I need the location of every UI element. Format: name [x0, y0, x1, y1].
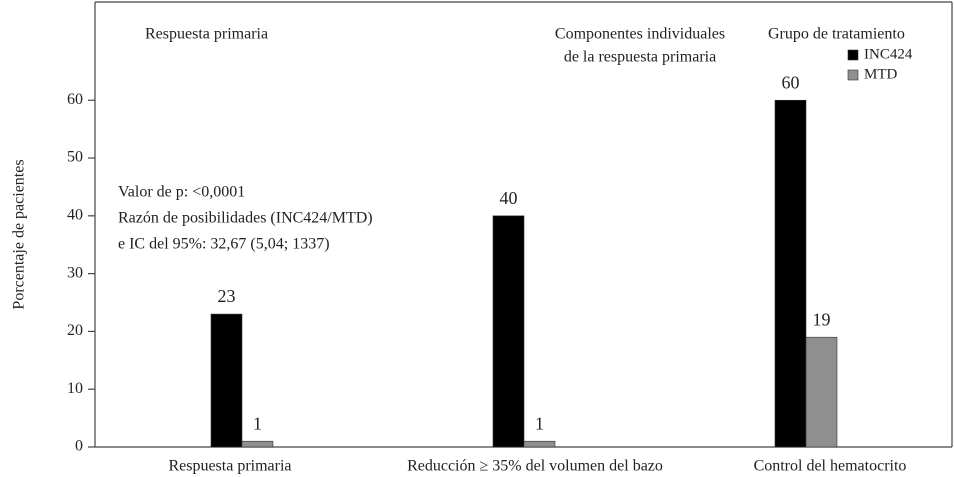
annotation: e IC del 95%: 32,67 (5,04; 1337) [118, 236, 330, 253]
annotation: Componentes individuales [555, 26, 725, 43]
y-tick-label: 50 [67, 149, 83, 166]
y-tick-label: 60 [67, 91, 83, 108]
annotation: Valor de p: <0,0001 [118, 184, 245, 201]
value-label: 40 [500, 188, 518, 208]
value-label: 1 [535, 413, 544, 433]
annotation: de la respuesta primaria [564, 49, 716, 66]
y-tick-label: 0 [75, 438, 83, 455]
value-label: 19 [813, 309, 831, 329]
x-tick-label: Control del hematocrito [754, 458, 907, 475]
annotation: Respuesta primaria [145, 26, 268, 43]
legend-swatch [847, 49, 859, 61]
bar [492, 215, 525, 448]
legend-title: Grupo de tratamiento [768, 26, 905, 43]
value-label: 60 [782, 72, 800, 92]
y-axis-label: Porcentaje de pacientes [11, 159, 28, 309]
x-tick-label: Reducción ≥ 35% del volumen del bazo [407, 458, 663, 475]
y-tick-label: 20 [67, 322, 83, 339]
y-tick-label: 30 [67, 264, 83, 281]
legend-label: MTD [864, 66, 898, 82]
annotation: Razón de posibilidades (INC424/MTD) [118, 210, 373, 227]
legend-label: INC424 [864, 46, 913, 62]
x-tick-label: Respuesta primaria [168, 458, 291, 475]
bar [241, 440, 274, 448]
bar [805, 336, 838, 448]
bar [210, 313, 243, 448]
y-tick-label: 10 [67, 380, 83, 397]
bar [774, 99, 807, 448]
y-tick-label: 40 [67, 207, 83, 224]
bar [523, 440, 556, 448]
value-label: 23 [218, 286, 236, 306]
legend-swatch [847, 69, 859, 81]
value-label: 1 [253, 413, 262, 433]
